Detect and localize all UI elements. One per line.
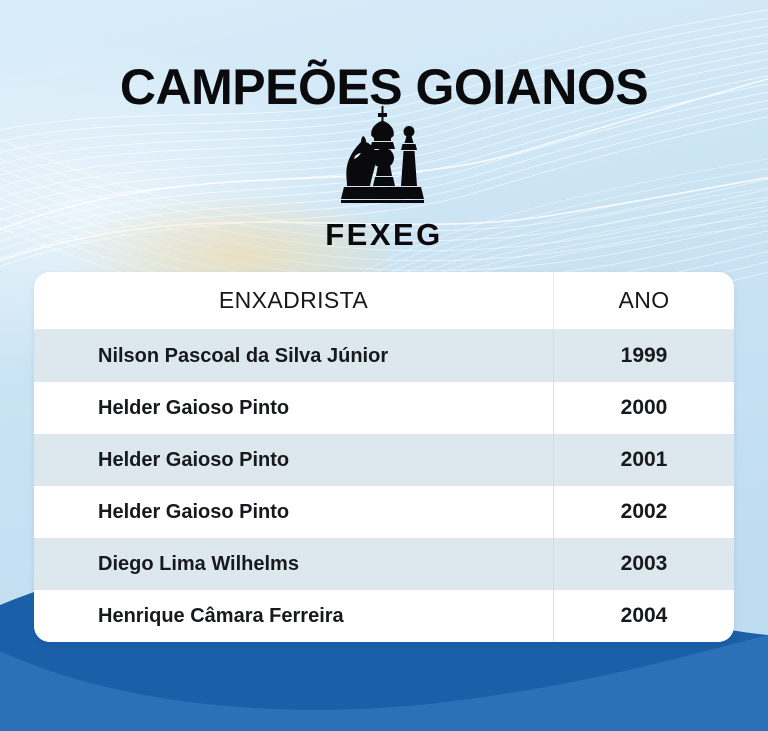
column-header-enxadrista: ENXADRISTA (218, 287, 369, 313)
cell-ano: 2002 (553, 486, 734, 538)
table-row[interactable]: Henrique Câmara Ferreira 2004 (34, 590, 734, 642)
cell-ano: 2003 (553, 538, 734, 590)
table-row[interactable]: Helder Gaioso Pinto 2001 (34, 434, 734, 486)
cell-enxadrista: Helder Gaioso Pinto (98, 448, 290, 471)
table-row[interactable]: Diego Lima Wilhelms 2003 (34, 538, 734, 590)
cell-enxadrista: Helder Gaioso Pinto (98, 396, 290, 419)
cell-enxadrista: Diego Lima Wilhelms (98, 552, 299, 575)
cell-enxadrista: Nilson Pascoal da Silva Júnior (98, 344, 389, 367)
cell-enxadrista: Helder Gaioso Pinto (98, 500, 290, 523)
cell-ano: 2000 (553, 382, 734, 434)
table-row[interactable]: Helder Gaioso Pinto 2000 (34, 382, 734, 434)
cell-ano: 2004 (553, 590, 734, 642)
table-header-row: ENXADRISTA ANO (34, 272, 734, 330)
fexeg-wordmark: FEXEG (325, 217, 443, 252)
cell-enxadrista: Henrique Câmara Ferreira (98, 604, 344, 627)
column-header-ano: ANO (553, 272, 734, 329)
cell-ano: 1999 (553, 330, 734, 382)
fexeg-logo: FEXEG (0, 104, 768, 253)
chess-pieces-icon (341, 106, 424, 203)
table-row[interactable]: Nilson Pascoal da Silva Júnior 1999 (34, 330, 734, 382)
cell-ano: 2001 (553, 434, 734, 486)
page-title: CAMPEÕES GOIANOS (119, 58, 649, 115)
table-row[interactable]: Helder Gaioso Pinto 2002 (34, 486, 734, 538)
champions-table: ENXADRISTA ANO Nilson Pascoal da Silva J… (34, 272, 734, 642)
